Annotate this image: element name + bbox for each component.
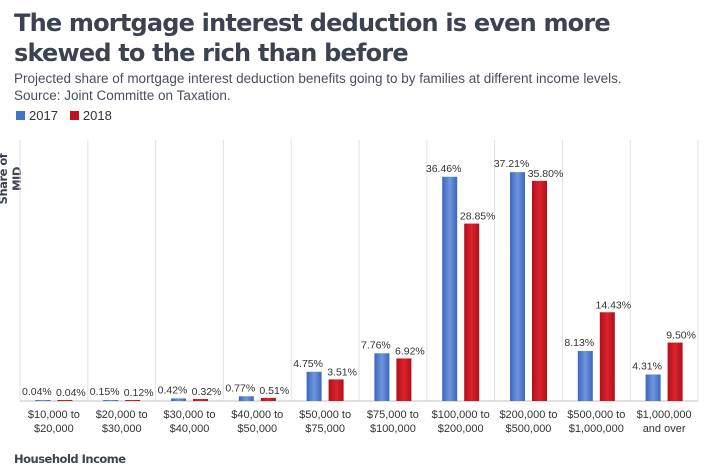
legend-swatch-2017 bbox=[16, 111, 25, 120]
data-label-2018: 6.92% bbox=[395, 345, 425, 357]
x-tick-label: and over bbox=[643, 423, 686, 435]
x-tick-label: $30,000 bbox=[102, 423, 142, 435]
x-tick-label: $20,000 to bbox=[96, 409, 148, 421]
bar-2017 bbox=[306, 371, 322, 401]
x-tick-label: $50,000 bbox=[237, 423, 277, 435]
x-tick-label: $40,000 bbox=[170, 423, 210, 435]
x-tick-label: $1,000,000 bbox=[637, 409, 692, 421]
data-label-2017: 0.15% bbox=[90, 386, 120, 398]
legend-label-2018: 2018 bbox=[82, 108, 112, 123]
data-label-2017: 37.21% bbox=[494, 158, 530, 170]
data-label-2018: 0.12% bbox=[124, 387, 154, 399]
x-tick-label: $10,000 to bbox=[28, 409, 80, 421]
bar-2017 bbox=[442, 176, 458, 401]
data-label-2018: 0.32% bbox=[192, 386, 222, 398]
x-tick-label: $40,000 to bbox=[231, 409, 283, 421]
data-label-2018: 9.50% bbox=[666, 330, 696, 342]
x-axis-label: Household Income bbox=[14, 452, 126, 466]
data-label-2017: 36.46% bbox=[426, 163, 462, 175]
bar-2018 bbox=[599, 312, 615, 401]
bar-2017 bbox=[510, 172, 525, 401]
data-label-2018: 14.43% bbox=[595, 299, 631, 311]
legend: 2017 2018 bbox=[16, 108, 112, 123]
bar-2017 bbox=[103, 400, 119, 401]
legend-label-2017: 2017 bbox=[29, 108, 58, 123]
bar-2018 bbox=[532, 180, 547, 401]
data-label-2017: 4.31% bbox=[632, 360, 662, 372]
legend-item-2018: 2018 bbox=[69, 108, 112, 123]
data-label-2018: 0.04% bbox=[56, 387, 86, 399]
x-tick-label: $75,000 bbox=[305, 423, 345, 435]
data-label-2017: 7.76% bbox=[361, 339, 391, 351]
chart-title: The mortgage interest deduction is even … bbox=[14, 9, 611, 67]
bar-2018 bbox=[667, 342, 683, 401]
data-label-2017: 0.04% bbox=[22, 386, 52, 398]
x-tick-label: $1,000,000 bbox=[569, 423, 624, 435]
bar-2018 bbox=[396, 358, 412, 401]
bar-2018 bbox=[193, 399, 208, 401]
bar-2017 bbox=[238, 396, 254, 401]
data-label-2017: 4.75% bbox=[293, 358, 323, 370]
x-tick-label: $500,000 bbox=[506, 423, 552, 435]
x-tick-label: $100,000 bbox=[370, 423, 416, 435]
x-tick-label: $200,000 bbox=[438, 423, 484, 435]
bar-2017 bbox=[645, 374, 661, 401]
bar-2018 bbox=[464, 223, 480, 401]
x-tick-label: $30,000 to bbox=[164, 409, 216, 421]
chart-subtitle: Projected share of mortgage interest ded… bbox=[14, 71, 622, 103]
bar-2017 bbox=[35, 400, 51, 401]
x-tick-label: $50,000 to bbox=[299, 409, 351, 421]
bar-2017 bbox=[374, 353, 390, 401]
bar-2018 bbox=[125, 400, 141, 401]
bar-2017 bbox=[577, 351, 593, 401]
x-tick-label: $100,000 to bbox=[432, 409, 490, 421]
data-label-2018: 35.80% bbox=[528, 168, 564, 180]
data-label-2017: 0.42% bbox=[158, 384, 188, 396]
data-label-2018: 28.85% bbox=[460, 211, 496, 223]
x-tick-label: $75,000 to bbox=[367, 409, 419, 421]
x-tick-label: $200,000 to bbox=[499, 409, 557, 421]
bar-2017 bbox=[171, 398, 186, 401]
bar-2018 bbox=[57, 400, 73, 401]
bar-2018 bbox=[328, 379, 344, 401]
data-label-2018: 0.51% bbox=[259, 385, 289, 397]
x-tick-label: $20,000 bbox=[34, 423, 74, 435]
legend-swatch-2018 bbox=[69, 111, 79, 120]
data-label-2017: 8.13% bbox=[564, 337, 594, 349]
data-label-2017: 0.77% bbox=[225, 382, 255, 394]
x-tick-label: $500,000 to bbox=[567, 409, 625, 421]
legend-item-2017: 2017 bbox=[16, 108, 58, 123]
bar-2018 bbox=[260, 397, 276, 401]
data-label-2018: 3.51% bbox=[327, 366, 357, 378]
